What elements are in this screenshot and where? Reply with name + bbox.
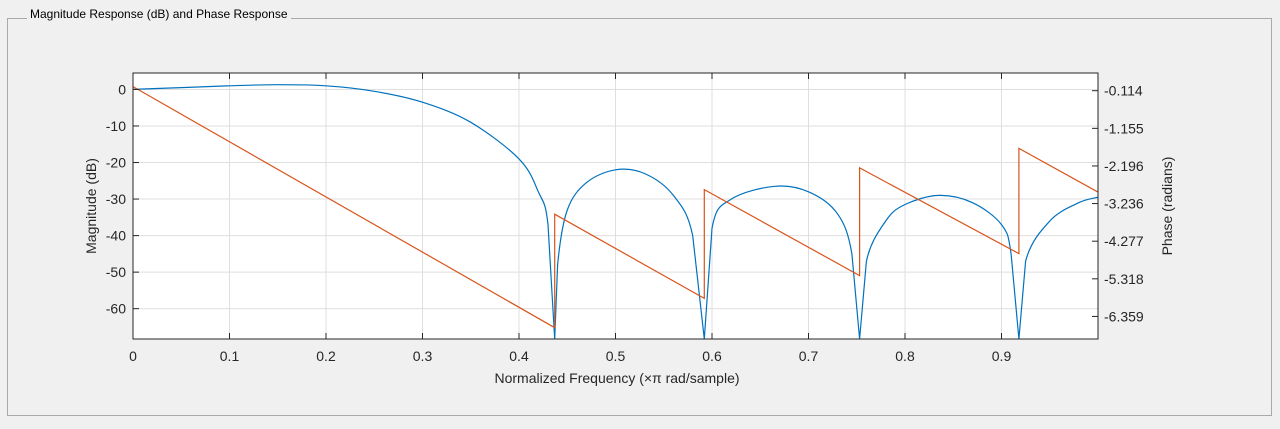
x-tick-label: 0.4 xyxy=(509,348,529,364)
ticks: 0 0.1 0.2 0.3 0.4 0.5 0.6 0.7 0.8 0.9 0 -10 -20 -30 -4… xyxy=(106,73,1144,364)
x-tick-label: 0.9 xyxy=(992,348,1012,364)
x-tick-label: 0.1 xyxy=(220,348,240,364)
x-axis-label: Normalized Frequency (×π rad/sample) xyxy=(494,370,739,386)
x-tick-label: 0.8 xyxy=(895,348,915,364)
y2-tick-label: -1.155 xyxy=(1104,120,1144,136)
y-axis-label: Magnitude (dB) xyxy=(83,158,99,254)
y-tick-label: -20 xyxy=(106,155,126,171)
y2-tick-label: -6.359 xyxy=(1104,308,1144,324)
magnitude-phase-panel xyxy=(7,18,1272,416)
y-tick-label: -40 xyxy=(106,228,126,244)
y-tick-label: 0 xyxy=(118,81,126,97)
x-tick-label: 0 xyxy=(129,348,137,364)
y2-axis-label: Phase (radians) xyxy=(1159,157,1175,256)
y2-tick-label: -4.277 xyxy=(1104,233,1144,249)
panel-title: Magnitude Response (dB) and Phase Respon… xyxy=(27,7,291,21)
x-tick-label: 0.6 xyxy=(702,348,722,364)
y-tick-label: -60 xyxy=(106,301,126,317)
y2-tick-label: -0.114 xyxy=(1104,83,1143,99)
phase-response-line xyxy=(133,86,1098,329)
x-tick-label: 0.2 xyxy=(316,348,336,364)
y-tick-label: -30 xyxy=(106,191,126,207)
x-tick-label: 0.3 xyxy=(413,348,433,364)
y-tick-label: -50 xyxy=(106,264,126,280)
series-layer xyxy=(133,84,1098,339)
y2-tick-label: -3.236 xyxy=(1104,196,1144,212)
y2-tick-label: -5.318 xyxy=(1104,271,1144,287)
y2-tick-label: -2.196 xyxy=(1104,158,1144,174)
x-tick-label: 0.7 xyxy=(799,348,819,364)
magnitude-response-line xyxy=(133,84,1098,339)
x-tick-label: 0.5 xyxy=(606,348,626,364)
grid xyxy=(133,73,1098,339)
y-tick-label: -10 xyxy=(106,118,126,134)
